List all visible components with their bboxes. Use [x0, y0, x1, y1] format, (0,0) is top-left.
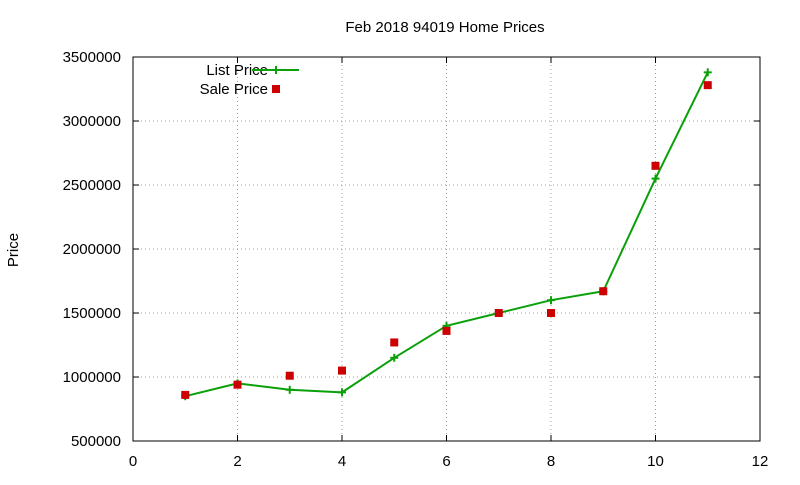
sale-price-point [338, 366, 346, 375]
y-tick-label: 3000000 [63, 113, 121, 130]
list-price-point [285, 385, 294, 394]
legend-item-list-price: List Price [206, 62, 299, 79]
x-tick-label: 12 [752, 453, 769, 470]
legend-swatch-marker [272, 66, 280, 74]
list-price-point [703, 68, 712, 77]
sale-price-point [233, 380, 242, 389]
list-price-point [547, 296, 555, 305]
legend: List Price Sale Price [200, 62, 299, 98]
sale-price-point [703, 81, 712, 90]
sale-price-point [547, 309, 555, 317]
y-tick-label: 500000 [71, 433, 121, 450]
y-tick-label: 1500000 [63, 305, 121, 322]
series-sale-price [181, 81, 712, 399]
sale-price-point [181, 390, 190, 399]
axis-ticks: 0 2 4 6 8 10 12 500000 1000000 1500000 2000000 2500… [63, 49, 769, 470]
sale-price-point [494, 309, 503, 317]
sale-price-point [390, 338, 399, 347]
legend-item-sale-price: Sale Price [200, 81, 280, 98]
series-list-price [181, 68, 712, 401]
y-tick-label: 3500000 [63, 49, 121, 66]
y-tick-label: 2000000 [63, 241, 121, 258]
chart-title: Feb 2018 94019 Home Prices [345, 19, 544, 36]
x-tick-label: 8 [547, 453, 555, 470]
legend-label: List Price [206, 62, 268, 79]
list-price-point [390, 353, 399, 362]
list-price-point [338, 388, 346, 397]
list-price-point [651, 174, 660, 183]
y-axis-label: Price [5, 233, 22, 267]
sale-price-point [442, 326, 451, 335]
sale-price-point [285, 371, 294, 380]
legend-label: Sale Price [200, 81, 268, 98]
x-tick-label: 10 [647, 453, 664, 470]
sale-price-point [651, 161, 660, 170]
sale-price-point [599, 287, 608, 296]
x-tick-label: 0 [129, 453, 137, 470]
x-tick-label: 6 [442, 453, 450, 470]
legend-swatch-marker [272, 85, 280, 93]
x-tick-label: 2 [233, 453, 241, 470]
x-tick-label: 4 [338, 453, 346, 470]
y-tick-label: 1000000 [63, 369, 121, 386]
y-tick-label: 2500000 [63, 177, 121, 194]
grid-lines [133, 57, 760, 441]
series-layer [181, 68, 712, 401]
